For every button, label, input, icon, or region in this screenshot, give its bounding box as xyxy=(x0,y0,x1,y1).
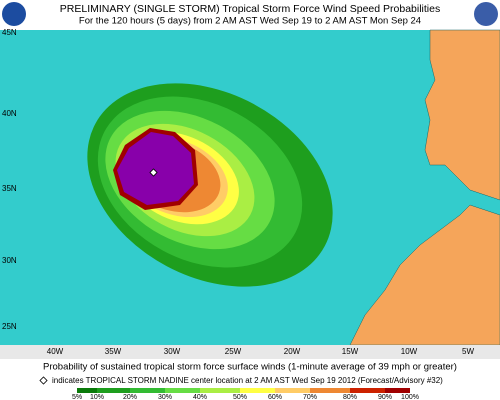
legend-swatch xyxy=(200,388,240,393)
legend-swatch xyxy=(165,388,200,393)
caption-note: indicates TROPICAL STORM NADINE center l… xyxy=(52,376,443,385)
lat-label: 45N xyxy=(2,28,17,37)
nws-logo xyxy=(474,2,498,26)
lat-label: 25N xyxy=(2,322,17,331)
lon-label: 40W xyxy=(47,347,64,356)
lon-label: 15W xyxy=(342,347,359,356)
legend-label: 70% xyxy=(303,394,317,400)
legend-label: 90% xyxy=(378,394,392,400)
lon-label: 30W xyxy=(164,347,181,356)
legend-label: 80% xyxy=(343,394,357,400)
lon-band xyxy=(0,345,500,359)
title: PRELIMINARY (SINGLE STORM) Tropical Stor… xyxy=(60,3,440,15)
legend-swatch xyxy=(275,388,310,393)
legend-label: 100% xyxy=(401,394,419,400)
legend-swatch xyxy=(350,388,385,393)
lat-label: 35N xyxy=(2,184,17,193)
subtitle: For the 120 hours (5 days) from 2 AM AST… xyxy=(79,16,421,27)
land xyxy=(349,29,500,346)
labels: 45N 40N 35N 30N 25N 40W 35W 30W 25W 20W 15W 10W 5W 5%… xyxy=(2,28,474,400)
probability-contours xyxy=(87,83,333,287)
legend-label: 40% xyxy=(193,394,207,400)
legend-swatch xyxy=(310,388,350,393)
legend-label: 20% xyxy=(123,394,137,400)
lon-label: 25W xyxy=(225,347,242,356)
lon-label: 5W xyxy=(462,347,474,356)
legend-swatch xyxy=(385,388,410,393)
lat-label: 40N xyxy=(2,109,17,118)
legend-label: 60% xyxy=(268,394,282,400)
legend-label: 10% xyxy=(90,394,104,400)
legend-label: 50% xyxy=(233,394,247,400)
legend-swatch xyxy=(240,388,275,393)
lon-label: 10W xyxy=(401,347,418,356)
legend-marker xyxy=(39,376,48,385)
noaa-logo xyxy=(2,2,26,26)
legend-swatch xyxy=(77,388,97,393)
legend-bar xyxy=(77,388,410,393)
legend-swatch xyxy=(97,388,130,393)
storm-center xyxy=(149,168,158,177)
legend-label: 5% xyxy=(72,394,82,400)
legend-label: 30% xyxy=(158,394,172,400)
lon-label: 35W xyxy=(105,347,122,356)
lat-label: 30N xyxy=(2,256,17,265)
legend-swatch xyxy=(130,388,165,393)
lon-label: 20W xyxy=(284,347,301,356)
caption: Probability of sustained tropical storm … xyxy=(43,362,457,373)
